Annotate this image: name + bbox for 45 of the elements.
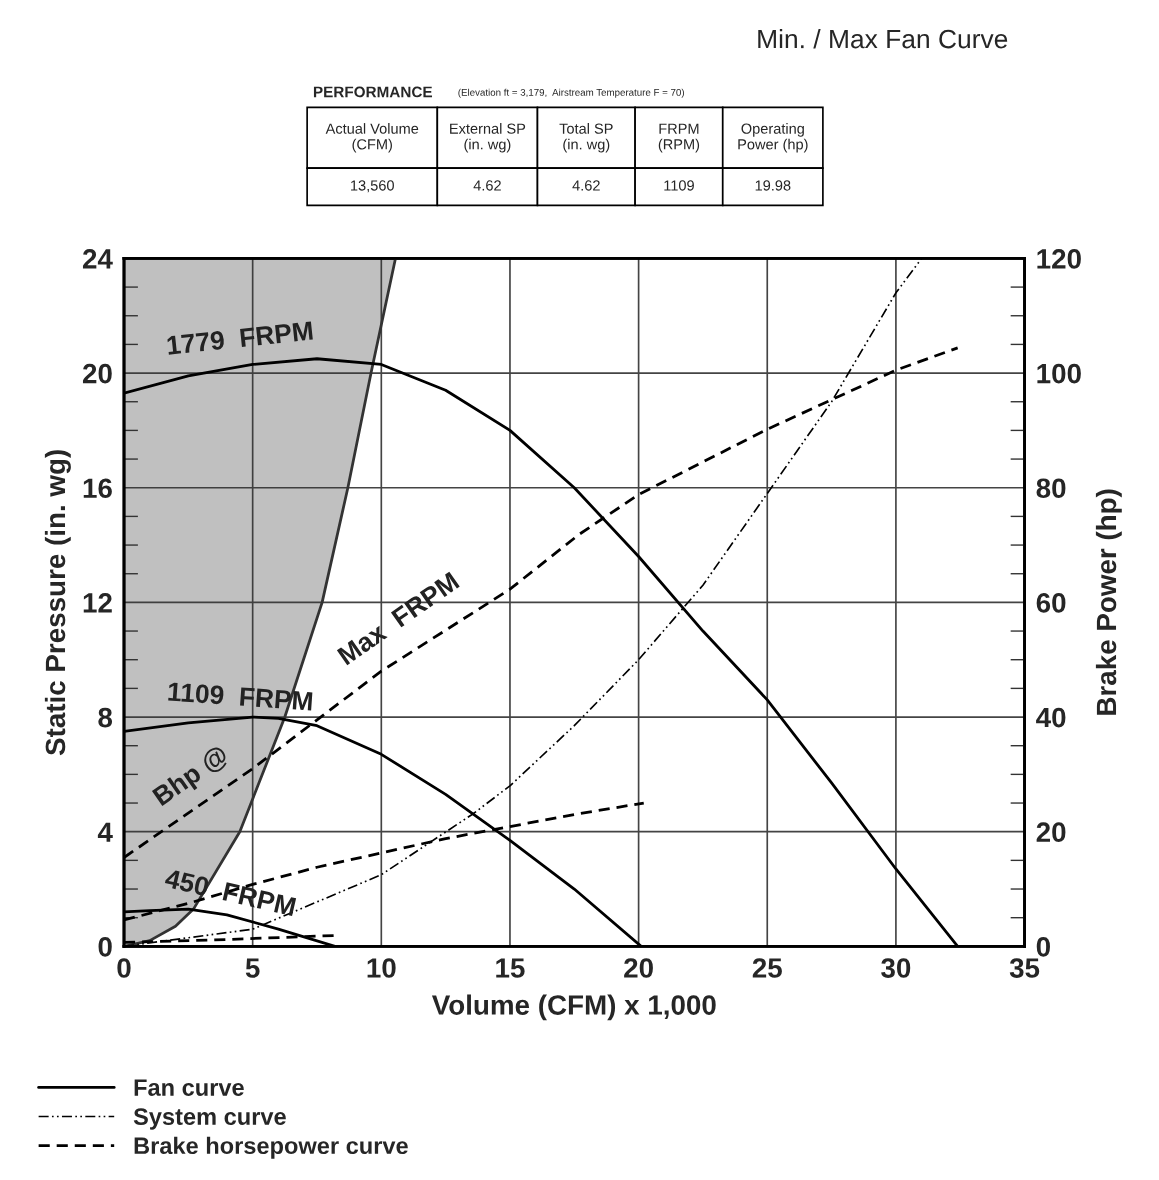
y-tick-label: 0 [98, 937, 112, 957]
x-tick-label: 10 [367, 958, 396, 978]
y-tick-label: 20 [82, 363, 112, 384]
y-tick-label: 12 [83, 593, 112, 613]
text: 13,560 [351, 180, 394, 193]
y-tick-label: 24 [82, 249, 113, 269]
text: Actual Volume (CFM) [325, 123, 419, 153]
annotation: 450 FRPM [164, 868, 297, 917]
text: Total SP (in. wg) [559, 123, 613, 153]
y2-tick-label: 100 [1037, 363, 1081, 384]
x-tick-label: 25 [752, 958, 782, 978]
y2-tick-label: 120 [1037, 249, 1081, 269]
x-tick-label: 15 [496, 958, 525, 978]
y-axis-title: Static Pressure (in. wg) [44, 450, 71, 756]
y-tick-label: 8 [98, 707, 113, 728]
legend-label: Brake horsepower curve [134, 1136, 408, 1159]
text: 1109 [664, 180, 694, 191]
x-tick-label: 5 [245, 958, 260, 978]
text: FRPM (RPM) [658, 123, 700, 153]
x-tick-label: 35 [1009, 958, 1040, 978]
annotation: 1779 FRPM [166, 321, 313, 355]
y-tick-label: 16 [83, 478, 112, 499]
text: Operating Power (hp) [738, 123, 808, 153]
legend-label: System curve [133, 1108, 286, 1130]
y-tick-label: 4 [97, 822, 113, 842]
y2-tick-label: 20 [1036, 822, 1066, 843]
x-tick-label: 20 [624, 958, 653, 978]
y2-tick-label: 40 [1036, 707, 1066, 728]
text: PERFORMANCE [313, 86, 433, 98]
text: 19.98 [755, 180, 791, 191]
text: 4.62 [572, 180, 600, 191]
text: 4.62 [473, 180, 501, 191]
y2-tick-label: 60 [1036, 593, 1066, 613]
annotation: 1109 FRPM [168, 682, 313, 711]
y2-axis-title: Brake Power (hp) [1095, 489, 1122, 715]
chart-title: Min. / Max Fan Curve [758, 29, 1008, 49]
x-axis-title: Volume (CFM) x 1,000 [431, 994, 716, 1021]
annotation: Bhp @ [151, 743, 232, 811]
y2-tick-label: 80 [1036, 478, 1066, 499]
text: External SP (in. wg) [450, 123, 526, 153]
y2-tick-label: 0 [1036, 937, 1050, 957]
text: (Elevation ft = 3,179, Airstream Temperature F = 70) [458, 88, 684, 98]
x-tick-label: 30 [881, 958, 911, 978]
legend-label: Fan curve [134, 1079, 244, 1096]
x-tick-label: 0 [117, 958, 131, 978]
